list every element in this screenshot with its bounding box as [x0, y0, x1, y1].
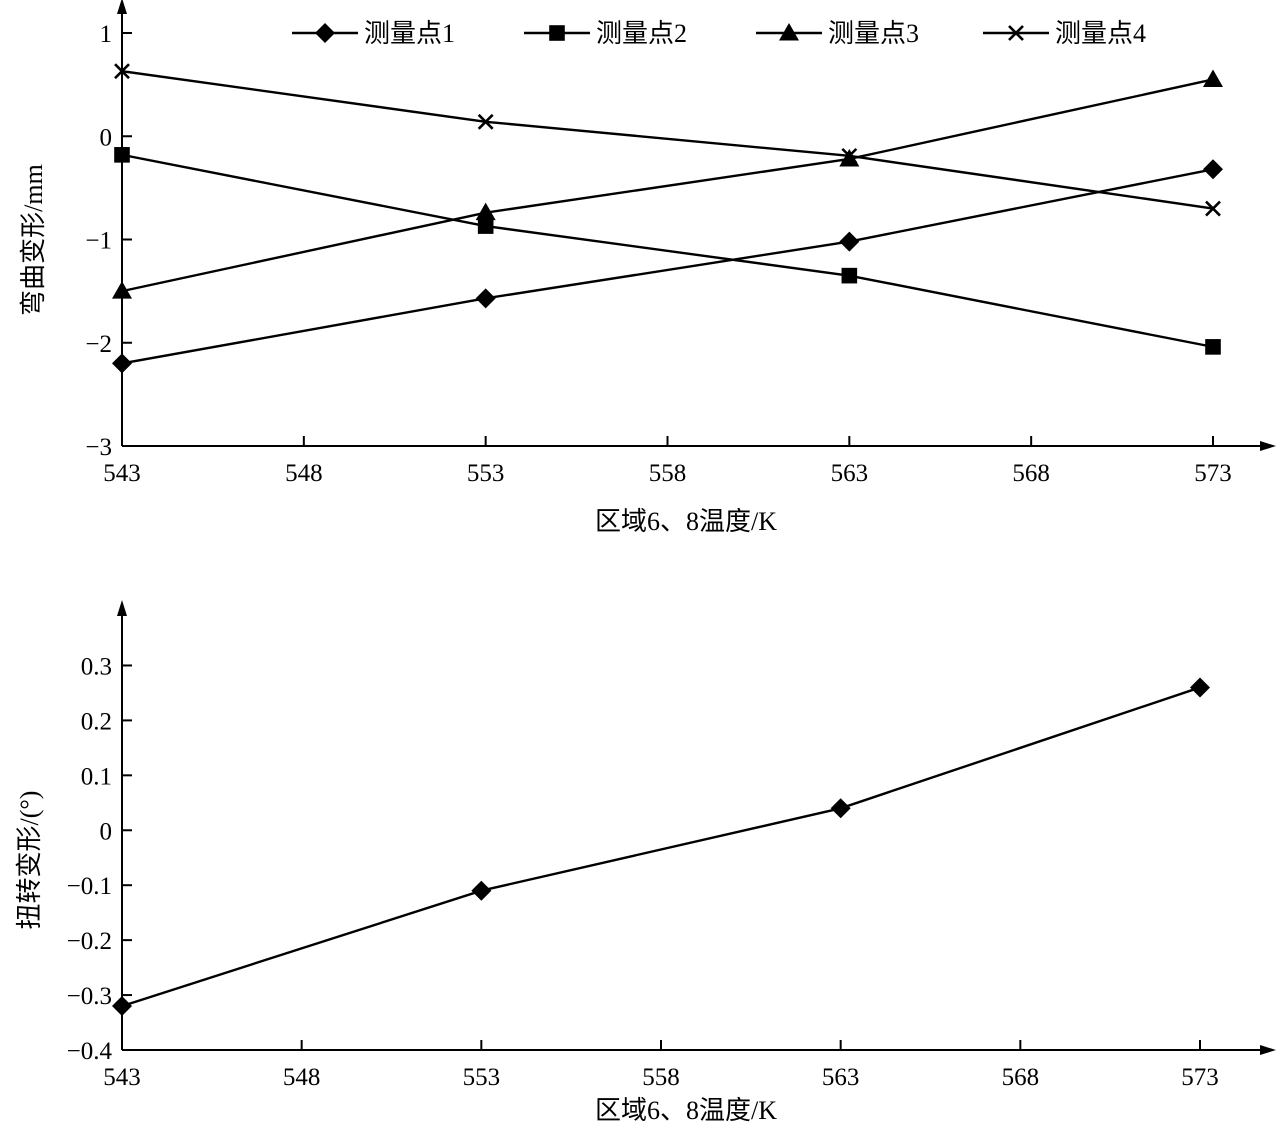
series-1-point — [839, 231, 860, 252]
series-line-4 — [121, 70, 1214, 210]
series-2-point — [114, 147, 130, 163]
legend-label-1: 测量点1 — [364, 19, 455, 48]
y-tick-label: 0 — [100, 124, 113, 151]
y-tick-label: −3 — [85, 434, 112, 461]
series-4-point — [1205, 200, 1221, 217]
x-tick-label: 563 — [831, 460, 869, 487]
y-tick-label: −0.3 — [67, 983, 112, 1010]
x-axis-title: 区域6、8温度/K — [595, 507, 777, 536]
y-tick-label: 1 — [100, 21, 113, 48]
series-4-point-stroke — [1205, 200, 1221, 217]
series-1-point — [112, 996, 132, 1017]
series-4-point — [477, 113, 494, 130]
torsion-deformation-chart: 543 548 553 558 563 568 573 −0.4 −0.3 −0.2 −0.1 0 0.… — [15, 600, 1276, 1125]
legend-marker-1 — [315, 23, 335, 43]
series-4-point-stroke — [477, 113, 494, 130]
series-4-point-stroke — [114, 63, 130, 80]
legend-marker-4 — [1008, 25, 1024, 41]
series-1-point — [1190, 677, 1210, 698]
y-tick-label: 0.2 — [81, 708, 112, 735]
x-tick-label: 573 — [1194, 460, 1232, 487]
x-tick-label: 558 — [642, 1064, 680, 1091]
x-tick-label: 568 — [1002, 1064, 1040, 1091]
x-axis-title: 区域6、8温度/K — [595, 1096, 777, 1125]
series-1-point — [1203, 159, 1223, 180]
series-3-point — [112, 281, 132, 299]
y-axis-title: 扭转变形/(°) — [15, 791, 44, 930]
bending-deformation-chart: 543 548 553 558 563 568 573 −3 −2 −1 0 1 区域6、8温度/K 弯曲… — [19, 0, 1276, 536]
x-tick-label: 553 — [463, 1064, 501, 1091]
series-1-point — [830, 798, 851, 819]
legend-marker-4-stroke — [1008, 25, 1024, 41]
y-tick-label: 0.3 — [81, 653, 112, 680]
x-tick-label: 568 — [1012, 460, 1050, 487]
series-2-point — [477, 218, 494, 234]
series-1-point — [471, 880, 492, 901]
x-tick-label: 543 — [103, 460, 141, 487]
x-tick-label: 543 — [103, 1064, 141, 1091]
x-tick-label: 563 — [822, 1064, 860, 1091]
legend-marker-2 — [549, 25, 565, 41]
legend-marker-3 — [779, 23, 799, 41]
series-2-point — [841, 267, 858, 284]
y-tick-label: −0.4 — [67, 1038, 113, 1065]
series-line-1 — [121, 168, 1214, 365]
x-tick-label: 573 — [1181, 1064, 1219, 1091]
y-tick-label: −2 — [85, 331, 112, 358]
series-1-point — [475, 288, 496, 309]
y-tick-label: −1 — [85, 228, 112, 255]
legend-label-3: 测量点3 — [828, 19, 919, 48]
x-tick-label: 553 — [467, 460, 505, 487]
x-tick-label: 548 — [285, 460, 323, 487]
series-4-point — [841, 147, 858, 164]
series-4-point — [114, 63, 130, 80]
series-2-point — [1205, 339, 1221, 355]
y-axis-arrow — [117, 0, 127, 14]
series-3-point — [1203, 69, 1223, 87]
y-tick-label: −0.2 — [67, 928, 112, 955]
series-3-point — [475, 202, 496, 221]
series-4-point-stroke — [841, 147, 858, 164]
y-tick-label: 0.1 — [81, 763, 112, 790]
series-1-point — [112, 353, 132, 374]
y-tick-label: −0.1 — [67, 873, 112, 900]
x-axis-arrow — [1260, 441, 1276, 451]
y-tick-label: 0 — [100, 818, 113, 845]
series-line-3 — [121, 78, 1214, 293]
x-axis-arrow — [1260, 1045, 1276, 1055]
x-tick-label: 548 — [283, 1064, 321, 1091]
y-axis-arrow — [117, 600, 127, 616]
series-line-2 — [121, 153, 1214, 349]
y-axis-title: 弯曲变形/mm — [19, 164, 48, 316]
series-line-1 — [121, 686, 1201, 1008]
x-tick-label: 558 — [649, 460, 687, 487]
legend-label-2: 测量点2 — [596, 19, 687, 48]
legend-label-4: 测量点4 — [1055, 19, 1146, 48]
